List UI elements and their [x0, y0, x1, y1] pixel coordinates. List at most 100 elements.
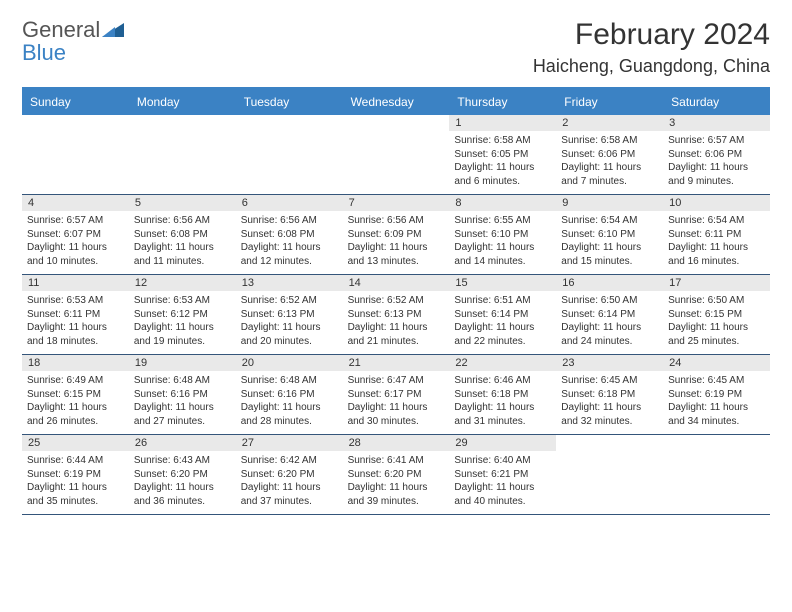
cell-line: Sunset: 6:21 PM	[454, 468, 551, 482]
cell-line: Daylight: 11 hours	[134, 401, 231, 415]
cell-line: Sunrise: 6:57 AM	[668, 134, 765, 148]
date-number: 8	[449, 195, 556, 211]
cell-line: Sunrise: 6:41 AM	[348, 454, 445, 468]
cell-line: Sunset: 6:15 PM	[27, 388, 124, 402]
cell-body: Sunrise: 6:50 AMSunset: 6:14 PMDaylight:…	[556, 291, 663, 354]
cell-body: Sunrise: 6:43 AMSunset: 6:20 PMDaylight:…	[129, 451, 236, 514]
cell-line: Daylight: 11 hours	[668, 401, 765, 415]
cell-line: and 10 minutes.	[27, 255, 124, 269]
day-header: Saturday	[663, 89, 770, 115]
calendar-cell	[556, 435, 663, 515]
calendar-cell	[663, 435, 770, 515]
cell-line: Sunrise: 6:45 AM	[668, 374, 765, 388]
calendar-cell: 10Sunrise: 6:54 AMSunset: 6:11 PMDayligh…	[663, 195, 770, 275]
cell-body: Sunrise: 6:41 AMSunset: 6:20 PMDaylight:…	[343, 451, 450, 514]
date-number	[343, 115, 450, 131]
day-header: Thursday	[449, 89, 556, 115]
calendar-cell: 19Sunrise: 6:48 AMSunset: 6:16 PMDayligh…	[129, 355, 236, 435]
cell-line: Daylight: 11 hours	[27, 401, 124, 415]
cell-body: Sunrise: 6:54 AMSunset: 6:11 PMDaylight:…	[663, 211, 770, 274]
date-number: 2	[556, 115, 663, 131]
cell-line: and 31 minutes.	[454, 415, 551, 429]
cell-body: Sunrise: 6:45 AMSunset: 6:18 PMDaylight:…	[556, 371, 663, 434]
cell-line: Sunrise: 6:43 AM	[134, 454, 231, 468]
cell-body: Sunrise: 6:57 AMSunset: 6:07 PMDaylight:…	[22, 211, 129, 274]
cell-line: Sunset: 6:14 PM	[454, 308, 551, 322]
calendar-cell: 14Sunrise: 6:52 AMSunset: 6:13 PMDayligh…	[343, 275, 450, 355]
cell-line: and 28 minutes.	[241, 415, 338, 429]
cell-line: Sunset: 6:07 PM	[27, 228, 124, 242]
cell-body: Sunrise: 6:53 AMSunset: 6:12 PMDaylight:…	[129, 291, 236, 354]
cell-line: and 14 minutes.	[454, 255, 551, 269]
calendar-cell: 7Sunrise: 6:56 AMSunset: 6:09 PMDaylight…	[343, 195, 450, 275]
cell-body: Sunrise: 6:58 AMSunset: 6:05 PMDaylight:…	[449, 131, 556, 194]
cell-line: Sunset: 6:08 PM	[241, 228, 338, 242]
date-number: 25	[22, 435, 129, 451]
cell-line: and 35 minutes.	[27, 495, 124, 509]
cell-body	[236, 131, 343, 140]
date-number	[556, 435, 663, 451]
location: Haicheng, Guangdong, China	[533, 56, 770, 77]
cell-body	[129, 131, 236, 140]
cell-body: Sunrise: 6:42 AMSunset: 6:20 PMDaylight:…	[236, 451, 343, 514]
cell-line: and 19 minutes.	[134, 335, 231, 349]
cell-line: Daylight: 11 hours	[134, 481, 231, 495]
calendar-cell: 3Sunrise: 6:57 AMSunset: 6:06 PMDaylight…	[663, 115, 770, 195]
cell-body: Sunrise: 6:56 AMSunset: 6:08 PMDaylight:…	[236, 211, 343, 274]
cell-line: Sunrise: 6:51 AM	[454, 294, 551, 308]
date-number: 18	[22, 355, 129, 371]
cell-line: and 26 minutes.	[27, 415, 124, 429]
date-number: 26	[129, 435, 236, 451]
calendar-cell: 20Sunrise: 6:48 AMSunset: 6:16 PMDayligh…	[236, 355, 343, 435]
cell-line: Sunset: 6:20 PM	[241, 468, 338, 482]
date-number: 23	[556, 355, 663, 371]
date-number: 29	[449, 435, 556, 451]
cell-line: and 37 minutes.	[241, 495, 338, 509]
cell-body	[22, 131, 129, 140]
cell-line: Sunrise: 6:48 AM	[134, 374, 231, 388]
cell-body	[663, 451, 770, 460]
date-number: 27	[236, 435, 343, 451]
cell-line: Sunrise: 6:45 AM	[561, 374, 658, 388]
cell-line: Sunset: 6:19 PM	[668, 388, 765, 402]
calendar-cell	[343, 115, 450, 195]
page-header: GeneralBlue February 2024 Haicheng, Guan…	[22, 18, 770, 77]
date-number: 6	[236, 195, 343, 211]
cell-line: Sunset: 6:11 PM	[668, 228, 765, 242]
calendar-cell: 8Sunrise: 6:55 AMSunset: 6:10 PMDaylight…	[449, 195, 556, 275]
date-number: 4	[22, 195, 129, 211]
calendar-cell: 16Sunrise: 6:50 AMSunset: 6:14 PMDayligh…	[556, 275, 663, 355]
cell-line: and 27 minutes.	[134, 415, 231, 429]
cell-line: Sunrise: 6:46 AM	[454, 374, 551, 388]
cell-line: Sunset: 6:14 PM	[561, 308, 658, 322]
date-number: 10	[663, 195, 770, 211]
cell-body: Sunrise: 6:51 AMSunset: 6:14 PMDaylight:…	[449, 291, 556, 354]
calendar-cell: 1Sunrise: 6:58 AMSunset: 6:05 PMDaylight…	[449, 115, 556, 195]
logo: GeneralBlue	[22, 18, 124, 64]
cell-line: Daylight: 11 hours	[348, 481, 445, 495]
cell-line: Sunrise: 6:58 AM	[454, 134, 551, 148]
calendar-cell: 28Sunrise: 6:41 AMSunset: 6:20 PMDayligh…	[343, 435, 450, 515]
cell-line: and 32 minutes.	[561, 415, 658, 429]
cell-line: and 18 minutes.	[27, 335, 124, 349]
cell-line: Sunrise: 6:52 AM	[241, 294, 338, 308]
calendar-cell: 6Sunrise: 6:56 AMSunset: 6:08 PMDaylight…	[236, 195, 343, 275]
cell-line: Sunrise: 6:50 AM	[668, 294, 765, 308]
date-number	[129, 115, 236, 131]
cell-line: and 11 minutes.	[134, 255, 231, 269]
cell-line: Sunrise: 6:54 AM	[668, 214, 765, 228]
cell-line: Sunset: 6:13 PM	[348, 308, 445, 322]
cell-line: Sunrise: 6:50 AM	[561, 294, 658, 308]
date-number: 15	[449, 275, 556, 291]
date-number: 11	[22, 275, 129, 291]
cell-line: Sunset: 6:06 PM	[668, 148, 765, 162]
date-number	[663, 435, 770, 451]
cell-line: Sunset: 6:12 PM	[134, 308, 231, 322]
cell-line: and 20 minutes.	[241, 335, 338, 349]
cell-line: Daylight: 11 hours	[561, 241, 658, 255]
calendar-cell	[129, 115, 236, 195]
calendar-cell: 29Sunrise: 6:40 AMSunset: 6:21 PMDayligh…	[449, 435, 556, 515]
date-number: 3	[663, 115, 770, 131]
cell-line: Sunrise: 6:53 AM	[27, 294, 124, 308]
date-number: 16	[556, 275, 663, 291]
